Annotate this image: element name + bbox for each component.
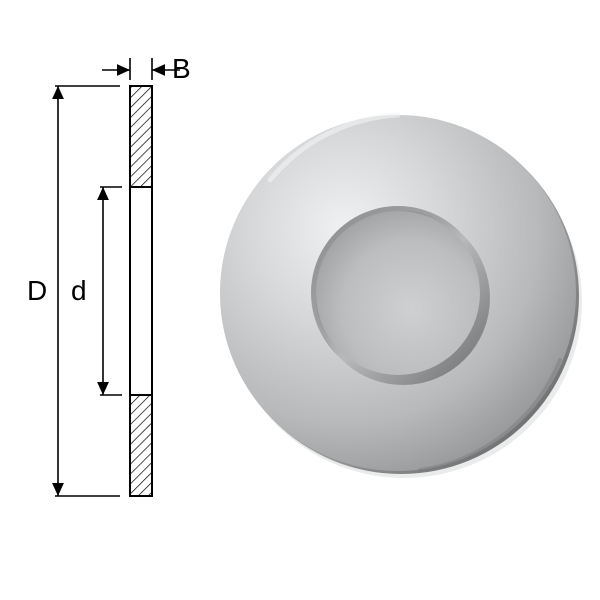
cross-section bbox=[130, 86, 152, 496]
diagram-svg: D d B bbox=[0, 0, 600, 600]
dimensions: D d B bbox=[27, 53, 191, 496]
dimension-d: d bbox=[71, 187, 122, 395]
washer-3d bbox=[220, 115, 582, 478]
washer-diagram: D d B bbox=[0, 0, 600, 600]
label-B: B bbox=[172, 53, 191, 84]
label-D: D bbox=[27, 275, 47, 306]
label-d: d bbox=[71, 275, 87, 306]
dimension-B: B bbox=[102, 53, 191, 84]
